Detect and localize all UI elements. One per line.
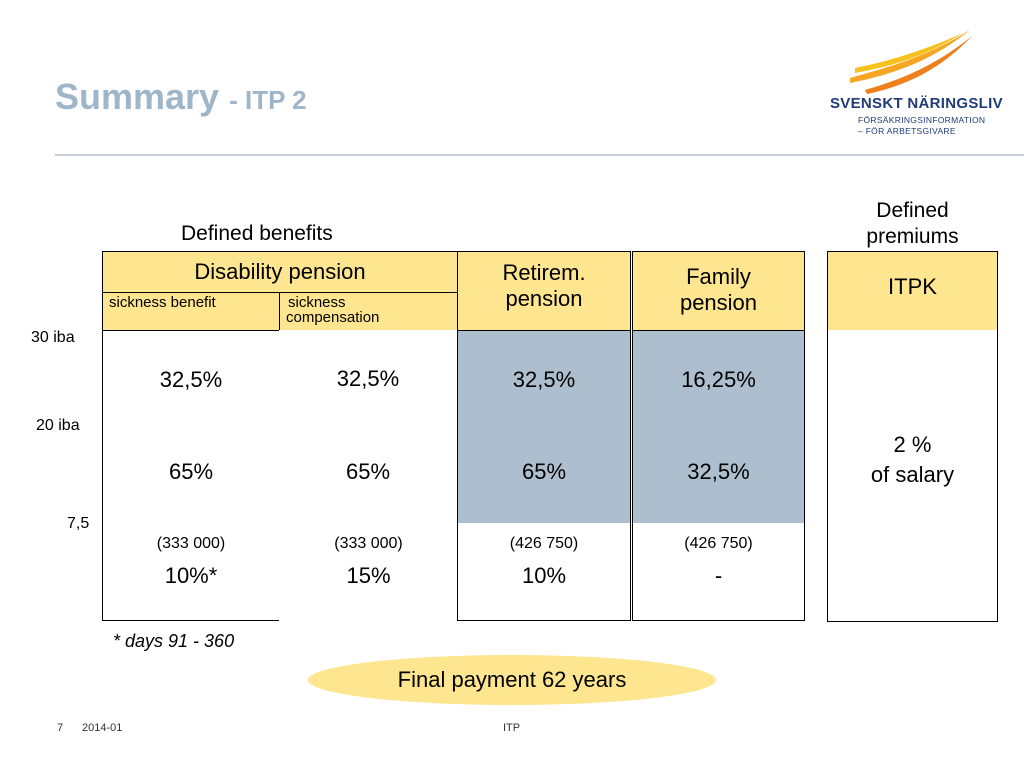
footer-center-label: ITP (503, 722, 521, 734)
cell-bottom-sickness-benefit: (333 000) 10%* (102, 523, 280, 621)
header-family-pension: Family pension (632, 251, 805, 331)
cell-mid-retirement: 65% (457, 427, 631, 524)
header-sickness-benefit-label: sickness benefit (109, 294, 216, 311)
header-itpk: ITPK (827, 251, 998, 331)
header-itpk-label: ITPK (888, 274, 937, 299)
header-sickness-comp-line2: compensation (286, 309, 380, 326)
cell-mid-sickness-benefit: 65% (102, 427, 280, 524)
value-mid-1: 65% (168, 459, 214, 484)
value-mid-4: 32,5% (687, 459, 750, 484)
logo-sub-line2: – FÖR ARBETSGIVARE (858, 126, 956, 136)
value-bottom-4: - (714, 563, 723, 588)
cell-top-family: 16,25% (632, 330, 805, 428)
row-label-7-5: 7,5 (67, 515, 90, 532)
cell-top-retirement: 32,5% (457, 330, 631, 428)
value-bottom-3: 10% (521, 563, 567, 588)
header-retirement-pension: Retirem. pension (457, 251, 631, 331)
header-retirement-line1: Retirem. (502, 260, 586, 285)
header-sickness-comp-line1: sickness (288, 294, 346, 311)
header-family-line2: pension (679, 290, 758, 315)
value-top-3: 32,5% (512, 367, 576, 392)
logo-name: SVENSKT NÄRINGSLIV (830, 95, 1003, 112)
header-disability-pension: Disability pension (102, 251, 458, 293)
row-label-30-iba: 30 iba (31, 329, 75, 346)
footnote: * days 91 - 360 (113, 631, 235, 651)
value-top-4: 16,25% (681, 367, 756, 392)
value-mid-2: 65% (345, 459, 391, 484)
itpk-value-line1: 2 % (893, 432, 932, 457)
cell-top-sickness-benefit: 32,5% (102, 330, 280, 428)
title-sub: - ITP 2 (229, 85, 307, 115)
header-family-line1: Family (686, 264, 751, 289)
amount-bottom-2: (333 000) (334, 535, 403, 552)
cell-bottom-family: (426 750) - (632, 523, 805, 621)
value-top-1: 32,5% (159, 367, 223, 392)
defined-premiums-line1: Defined (876, 199, 949, 222)
svenskt-naringsliv-logo (850, 30, 972, 94)
value-top-2: 32,5% (336, 366, 400, 391)
amount-bottom-4: (426 750) (684, 535, 753, 552)
header-retirement-line2: pension (505, 286, 583, 311)
cell-top-sickness-compensation: 32,5% (279, 330, 458, 428)
header-divider (55, 154, 1024, 156)
final-payment-badge: Final payment 62 years (308, 655, 716, 705)
defined-premiums-line2: premiums (866, 225, 959, 248)
defined-benefits-label: Defined benefits (181, 222, 333, 245)
value-bottom-2: 15% (346, 563, 391, 588)
value-bottom-1: 10%* (164, 563, 218, 588)
amount-bottom-3: (426 750) (509, 535, 579, 552)
cell-bottom-sickness-compensation: (333 000) 15% (279, 523, 458, 621)
itpk-value-line2: of salary (870, 462, 955, 487)
final-payment-label: Final payment 62 years (397, 667, 627, 692)
logo-sub-line1: FÖRSÄKRINGSINFORMATION (858, 115, 986, 125)
footer-date: 2014-01 (82, 722, 123, 734)
cell-mid-sickness-compensation: 65% (279, 427, 458, 524)
header-sickness-compensation: sickness compensation (279, 292, 458, 331)
defined-premiums-label: Defined premiums (850, 198, 975, 250)
header-sickness-benefit: sickness benefit (102, 292, 280, 331)
footer-page-number: 7 (57, 722, 64, 734)
header-disability-label: Disability pension (194, 259, 366, 284)
logo-subtitle: FÖRSÄKRINGSINFORMATION – FÖR ARBETSGIVAR… (858, 115, 985, 137)
row-label-20-iba: 20 iba (36, 417, 80, 434)
cell-bottom-retirement: (426 750) 10% (457, 523, 631, 621)
cell-mid-family: 32,5% (632, 427, 805, 524)
cell-itpk-value: 2 % of salary (827, 330, 998, 622)
amount-bottom-1: (333 000) (156, 535, 226, 552)
page-title: Summary - ITP 2 (55, 76, 307, 118)
title-main: Summary (55, 76, 220, 117)
value-mid-3: 65% (521, 459, 567, 484)
